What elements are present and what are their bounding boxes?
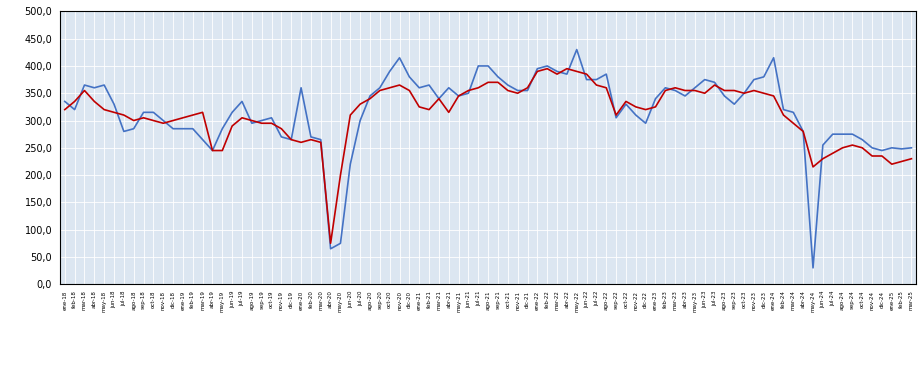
Índice con Estacionalidad <box>246 121 257 125</box>
Índice Desestacionalizado <box>768 94 779 98</box>
Line: Índice Desestacionalizado: Índice Desestacionalizado <box>64 69 912 243</box>
Índice con Estacionalidad <box>758 75 769 79</box>
Índice Desestacionalizado <box>197 110 208 114</box>
Índice Desestacionalizado <box>493 80 504 85</box>
Índice con Estacionalidad <box>906 146 917 150</box>
Índice Desestacionalizado <box>59 107 70 112</box>
Índice con Estacionalidad <box>808 266 819 270</box>
Índice Desestacionalizado <box>246 118 257 123</box>
Índice con Estacionalidad <box>483 64 494 68</box>
Line: Índice con Estacionalidad: Índice con Estacionalidad <box>64 50 912 268</box>
Índice con Estacionalidad <box>197 137 208 142</box>
Índice con Estacionalidad <box>414 86 425 90</box>
Índice Desestacionalizado <box>542 66 553 71</box>
Índice con Estacionalidad <box>571 47 582 52</box>
Índice Desestacionalizado <box>306 137 317 142</box>
Índice Desestacionalizado <box>424 107 435 112</box>
Índice con Estacionalidad <box>59 99 70 104</box>
Índice con Estacionalidad <box>306 135 317 139</box>
Índice Desestacionalizado <box>906 157 917 161</box>
Índice Desestacionalizado <box>325 241 336 246</box>
